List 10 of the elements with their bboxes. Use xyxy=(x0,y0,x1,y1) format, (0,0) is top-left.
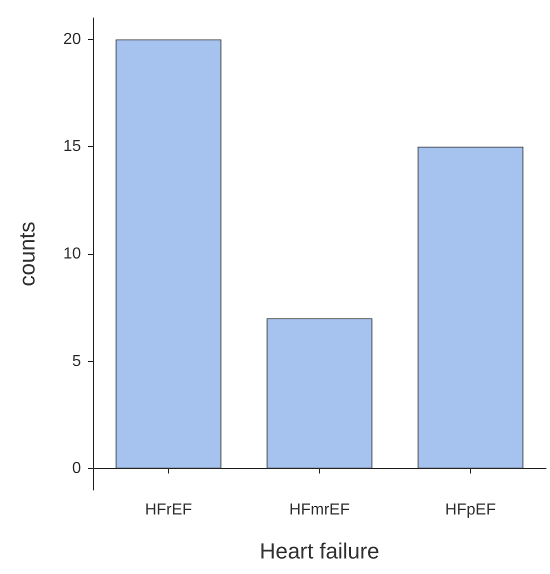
y-axis-title: counts xyxy=(14,222,40,286)
x-tick-label: HFrEF xyxy=(144,502,192,518)
y-tick-label: 15 xyxy=(63,138,82,156)
x-axis-title: Heart failure xyxy=(260,538,380,564)
x-tick-label: HFpEF xyxy=(445,502,496,518)
y-tick-label: 5 xyxy=(72,352,82,370)
y-tick-label: 20 xyxy=(63,30,82,48)
y-tick-label: 10 xyxy=(63,246,82,262)
y-tick-label: 0 xyxy=(72,460,82,478)
x-tick-label: HFmrEF xyxy=(289,502,350,518)
